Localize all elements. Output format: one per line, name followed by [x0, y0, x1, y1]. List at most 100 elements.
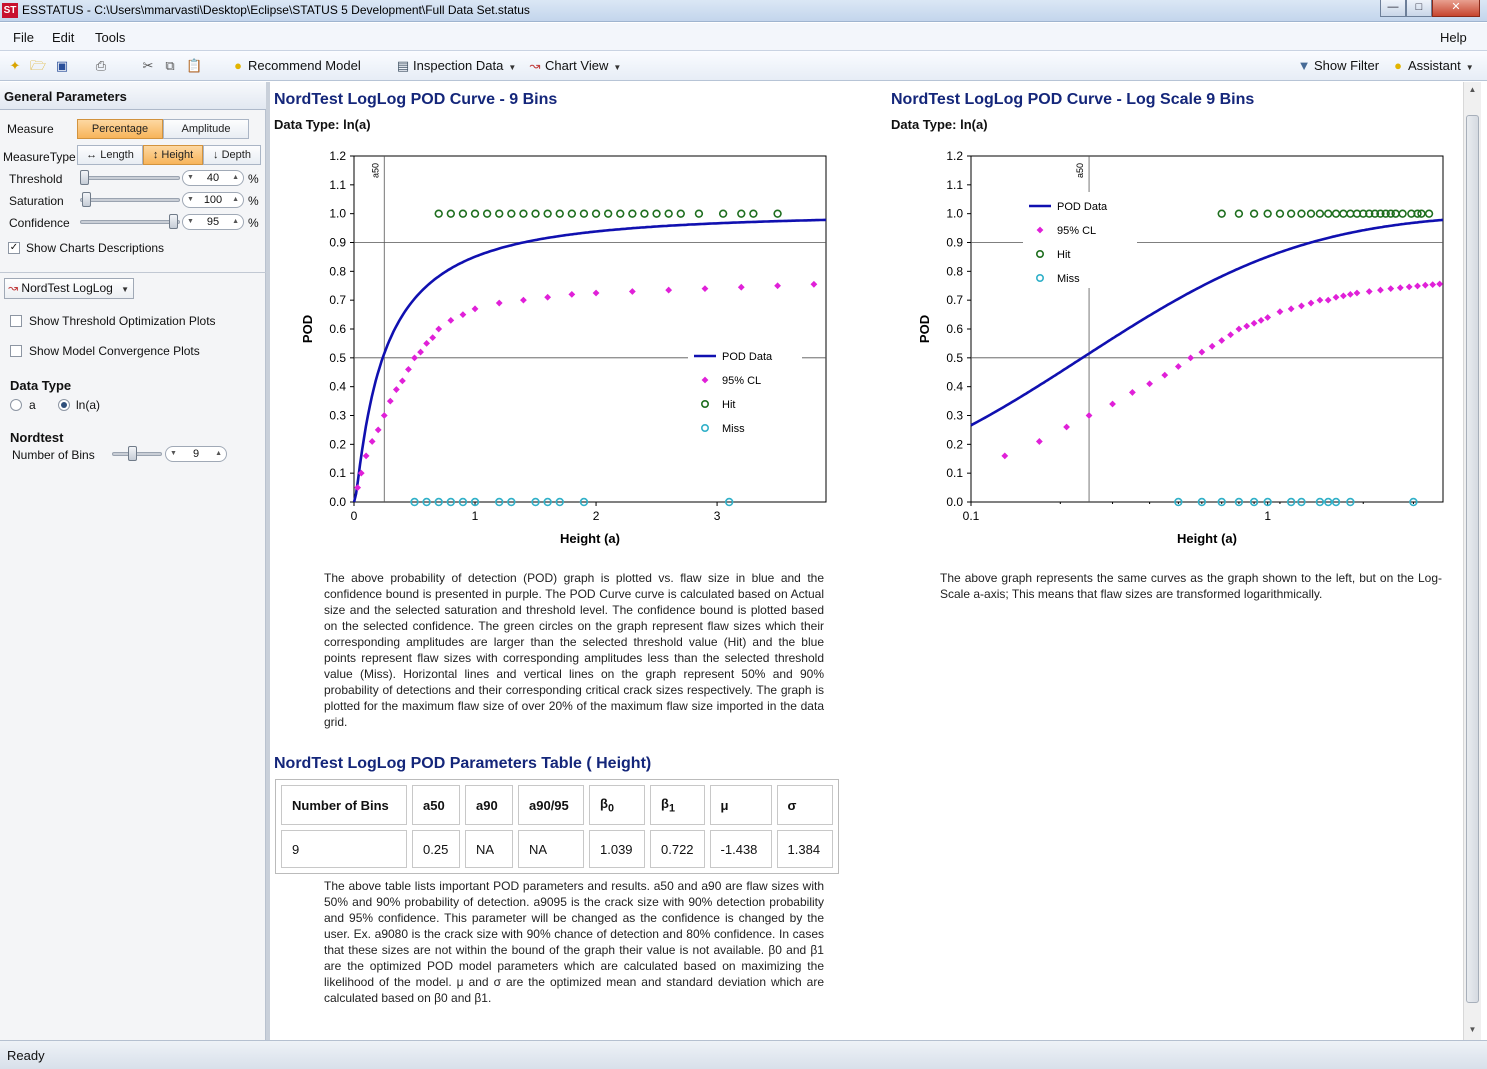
- decrement-icon[interactable]: ▼: [187, 174, 194, 181]
- data-type-heading: Data Type: [10, 378, 72, 393]
- open-folder-icon[interactable]: 🗁: [30, 58, 47, 73]
- threshold-unit: %: [248, 172, 259, 186]
- table-header-cell: β0: [589, 785, 645, 825]
- increment-icon[interactable]: ▲: [215, 450, 222, 457]
- paste-icon[interactable]: 📋: [186, 58, 203, 73]
- lightbulb-icon: ●: [1394, 58, 1402, 73]
- y-tick-label: 0.0: [329, 495, 346, 509]
- y-tick-label: 0.4: [946, 380, 963, 394]
- confidence-slider-handle[interactable]: [169, 214, 178, 229]
- data-type-a-radio[interactable]: [10, 399, 22, 411]
- lightbulb-icon: ●: [234, 58, 242, 73]
- general-parameters-panel: General Parameters Measure Percentage Am…: [0, 82, 266, 1040]
- increment-icon[interactable]: ▲: [232, 196, 239, 203]
- vertical-scrollbar[interactable]: ▲ ▼: [1463, 82, 1481, 1040]
- threshold-slider[interactable]: [80, 176, 180, 180]
- menu-tools[interactable]: Tools: [95, 30, 126, 45]
- pod-data-curve: [352, 218, 826, 503]
- miss-point: [543, 497, 552, 507]
- confidence-point: [1307, 299, 1315, 307]
- confidence-spinbox[interactable]: ▼ 95 ▲: [182, 214, 244, 230]
- filter-icon: ▼: [1297, 58, 1311, 73]
- x-tick-label: 1: [1264, 509, 1271, 523]
- menu-edit[interactable]: Edit: [52, 30, 75, 45]
- y-tick-label: 0.9: [329, 236, 346, 250]
- confidence-point: [459, 311, 467, 318]
- confidence-point: [1235, 325, 1243, 333]
- bins-label: Number of Bins: [12, 448, 95, 462]
- increment-icon[interactable]: ▲: [232, 218, 239, 225]
- confidence-point: [399, 377, 406, 385]
- measure-type-height-toggle[interactable]: ↕ Height: [143, 145, 203, 165]
- hit-point: [694, 209, 704, 218]
- saturation-slider[interactable]: [80, 198, 180, 202]
- y-tick-label: 1.2: [946, 149, 963, 163]
- confidence-slider[interactable]: [80, 220, 180, 224]
- close-button[interactable]: ✕: [1432, 0, 1480, 17]
- legend-label: 95% CL: [1057, 225, 1096, 237]
- miss-point: [458, 497, 468, 507]
- nordtest-heading: Nordtest: [10, 430, 64, 445]
- scroll-thumb[interactable]: [1466, 115, 1479, 1003]
- show-model-convergence-checkbox[interactable]: [10, 345, 22, 357]
- threshold-slider-handle[interactable]: [80, 170, 89, 185]
- x-tick-label: 0.1: [963, 509, 980, 523]
- bins-spinbox[interactable]: ▼ 9 ▲: [165, 446, 227, 462]
- show-filter-button[interactable]: ▼ Show Filter: [1297, 58, 1380, 73]
- recommend-model-button[interactable]: ● Recommend Model: [231, 57, 361, 75]
- hit-point: [543, 209, 552, 218]
- vertical-arrows-icon: ↕: [152, 149, 162, 161]
- decrement-icon[interactable]: ▼: [170, 450, 177, 457]
- show-model-convergence-label: Show Model Convergence Plots: [29, 344, 200, 358]
- confidence-point: [405, 365, 412, 373]
- hit-point: [482, 209, 492, 218]
- bins-slider-handle[interactable]: [128, 446, 137, 461]
- cut-icon[interactable]: ✂: [142, 58, 154, 73]
- threshold-spinbox[interactable]: ▼ 40 ▲: [182, 170, 244, 186]
- save-icon[interactable]: ▣: [55, 58, 69, 73]
- minimize-button[interactable]: —: [1380, 0, 1406, 17]
- confidence-point: [1187, 354, 1195, 362]
- saturation-spinbox[interactable]: ▼ 100 ▲: [182, 192, 244, 208]
- decrement-icon[interactable]: ▼: [187, 218, 194, 225]
- scroll-down-icon[interactable]: ▼: [1468, 1025, 1477, 1034]
- bins-slider[interactable]: [112, 452, 162, 456]
- table-cell: 9: [281, 830, 407, 868]
- menu-file[interactable]: File: [13, 30, 34, 45]
- table-cell: NA: [518, 830, 584, 868]
- measure-type-depth-toggle[interactable]: ↓ Depth: [203, 145, 261, 165]
- a50-label: a50: [370, 163, 380, 178]
- show-threshold-optimization-checkbox[interactable]: [10, 315, 22, 327]
- hit-point: [1217, 209, 1226, 218]
- show-charts-descriptions-label: Show Charts Descriptions: [26, 241, 165, 255]
- new-file-icon[interactable]: ✦: [9, 58, 21, 73]
- decrement-icon[interactable]: ▼: [187, 196, 194, 203]
- confidence-unit: %: [248, 216, 259, 230]
- print-icon[interactable]: ⎙: [95, 58, 107, 73]
- saturation-slider-handle[interactable]: [82, 192, 91, 207]
- maximize-button[interactable]: □: [1406, 0, 1432, 17]
- assistant-button[interactable]: ● Assistant ▼: [1391, 57, 1474, 75]
- confidence-label: Confidence: [9, 216, 70, 230]
- hit-point: [616, 209, 625, 218]
- menu-help[interactable]: Help: [1440, 30, 1467, 45]
- y-axis-label: POD: [917, 315, 932, 343]
- show-charts-descriptions-checkbox[interactable]: ✓: [8, 242, 20, 254]
- chevron-down-icon: ▼: [613, 63, 622, 72]
- table-header-cell: a90/95: [518, 785, 584, 825]
- panel-splitter[interactable]: [266, 82, 270, 1040]
- hit-point: [1413, 209, 1422, 218]
- hit-point: [1381, 209, 1390, 218]
- copy-icon[interactable]: ⧉: [165, 58, 175, 73]
- inspection-data-button[interactable]: ▤ Inspection Data ▼: [396, 58, 517, 73]
- measure-type-length-toggle[interactable]: ↔ Length: [77, 145, 143, 165]
- scroll-up-icon[interactable]: ▲: [1468, 85, 1477, 94]
- chart-view-button[interactable]: ↝ Chart View ▼: [529, 58, 622, 73]
- show-threshold-optimization-label: Show Threshold Optimization Plots: [29, 314, 216, 328]
- measure-percentage-toggle[interactable]: Percentage: [77, 119, 163, 139]
- data-type-ln-a-radio[interactable]: [58, 399, 70, 411]
- panel-title: General Parameters: [4, 89, 127, 104]
- measure-amplitude-toggle[interactable]: Amplitude: [163, 119, 249, 139]
- model-dropdown[interactable]: ↝ NordTest LogLog ▼: [4, 278, 134, 299]
- increment-icon[interactable]: ▲: [232, 174, 239, 181]
